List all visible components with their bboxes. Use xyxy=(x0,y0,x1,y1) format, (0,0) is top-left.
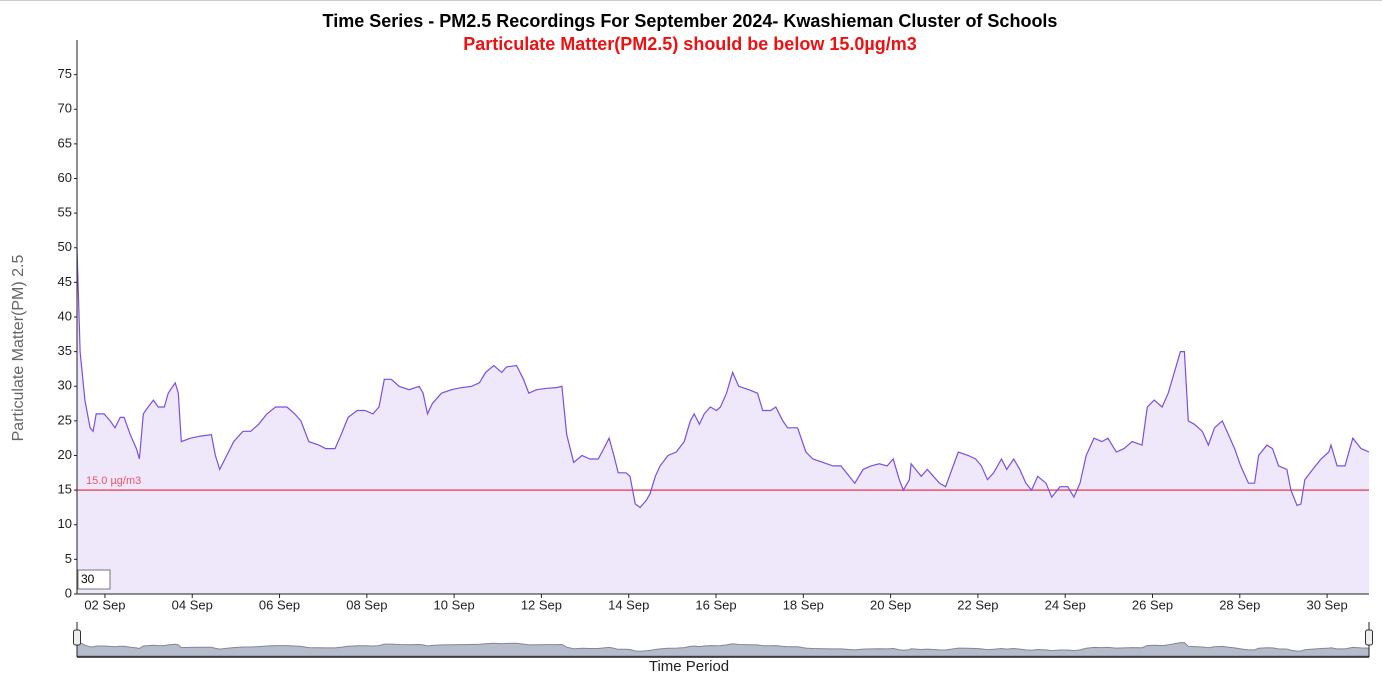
y-tick-label: 60 xyxy=(58,170,72,185)
y-tick-label: 25 xyxy=(58,412,72,427)
x-tick-label: 16 Sep xyxy=(695,597,736,612)
x-tick-label: 12 Sep xyxy=(521,597,562,612)
y-axis-label: Particulate Matter(PM) 2.5 xyxy=(10,255,27,442)
roll-period-input[interactable] xyxy=(77,569,111,590)
range-handle[interactable] xyxy=(73,629,81,646)
y-tick-label: 5 xyxy=(65,551,72,566)
roll-period-value: 30 xyxy=(81,572,95,586)
y-tick-label: 45 xyxy=(58,274,72,289)
y-tick-label: 20 xyxy=(58,447,72,462)
chart-subtitle: Particulate Matter(PM2.5) should be belo… xyxy=(463,34,916,54)
x-tick-label: 08 Sep xyxy=(346,597,387,612)
x-tick-label: 04 Sep xyxy=(172,597,213,612)
range-selector-plot xyxy=(76,636,1370,657)
y-tick-label: 65 xyxy=(58,135,72,150)
x-tick-label: 30 Sep xyxy=(1306,597,1347,612)
x-tick-label: 06 Sep xyxy=(259,597,300,612)
y-tick-label: 70 xyxy=(58,101,72,116)
x-tick-label: 28 Sep xyxy=(1219,597,1260,612)
x-tick-label: 22 Sep xyxy=(957,597,998,612)
y-tick-label: 50 xyxy=(58,239,72,254)
threshold-label: 15.0 µg/m3 xyxy=(86,475,141,487)
range-handle[interactable] xyxy=(1365,629,1373,646)
y-tick-label: 30 xyxy=(58,378,72,393)
y-tick-label: 15 xyxy=(58,482,72,497)
x-tick-label: 24 Sep xyxy=(1045,597,1086,612)
line xyxy=(76,247,1370,509)
x-axis-label: Time Period xyxy=(649,658,729,675)
x-tick-label: 18 Sep xyxy=(783,597,824,612)
y-tick-label: 0 xyxy=(65,585,72,600)
x-tick-label: 26 Sep xyxy=(1132,597,1173,612)
x-tick-label: 14 Sep xyxy=(608,597,649,612)
x-tick-label: 02 Sep xyxy=(84,597,125,612)
y-tick-label: 75 xyxy=(58,66,72,81)
x-tick-label: 20 Sep xyxy=(870,597,911,612)
area xyxy=(77,247,1369,595)
y-tick-label: 55 xyxy=(58,205,72,220)
y-tick-label: 10 xyxy=(58,516,72,531)
y-tick-label: 40 xyxy=(58,308,72,323)
y-tick-label: 35 xyxy=(58,343,72,358)
chart-title: Time Series - PM2.5 Recordings For Septe… xyxy=(323,11,1058,31)
x-tick-label: 10 Sep xyxy=(434,597,475,612)
